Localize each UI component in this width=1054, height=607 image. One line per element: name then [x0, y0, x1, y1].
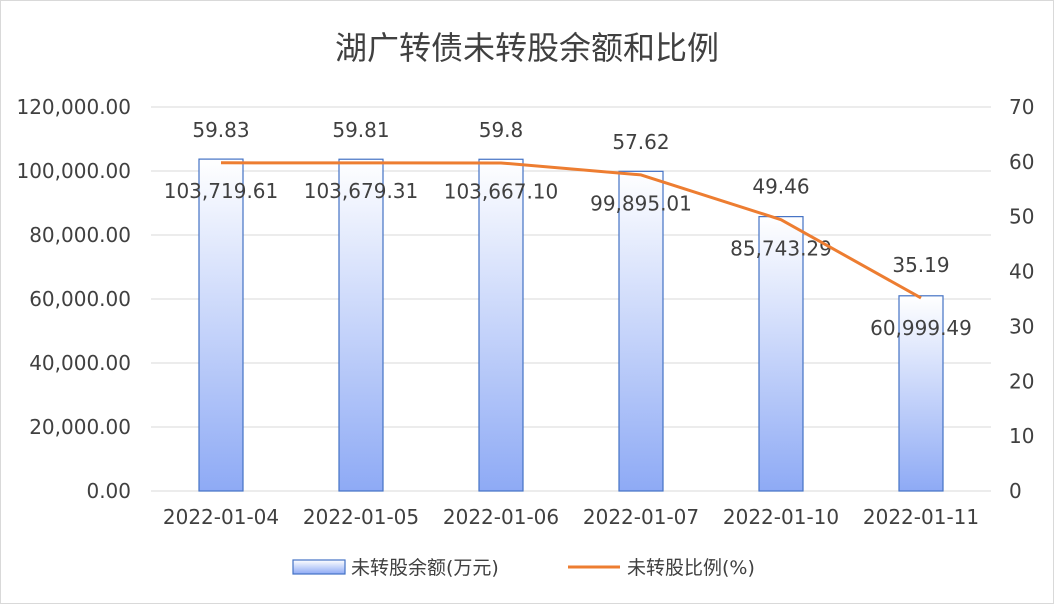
bar-data-label: 103,667.10: [444, 179, 559, 203]
line-data-label: 49.46: [752, 175, 809, 199]
line-data-label: 57.62: [612, 130, 669, 154]
right-axis-tick-label: 30: [1009, 314, 1034, 338]
chart-title: 湖广转债未转股余额和比例: [335, 29, 719, 67]
bar: [618, 170, 664, 492]
line-data-label: 59.81: [332, 118, 389, 142]
left-axis-tick-label: 80,000.00: [29, 223, 131, 247]
x-axis-tick-label: 2022-01-04: [163, 505, 279, 529]
line-data-label: 35.19: [892, 253, 949, 277]
bar: [198, 158, 244, 492]
bar-data-label: 99,895.01: [590, 191, 692, 215]
right-axis-tick-label: 20: [1009, 369, 1034, 393]
right-axis: 0 10 20 30 40 50 60 70: [1009, 95, 1034, 503]
right-axis-tick-label: 0: [1009, 479, 1022, 503]
x-axis-tick-label: 2022-01-10: [723, 505, 839, 529]
bar: [478, 158, 524, 492]
series-line: [220, 161, 922, 300]
left-axis-tick-label: 0.00: [86, 479, 131, 503]
right-axis-tick-label: 40: [1009, 260, 1034, 284]
bar: [338, 158, 384, 492]
x-axis-tick-label: 2022-01-05: [303, 505, 419, 529]
bar-data-label: 85,743.29: [730, 237, 832, 261]
bar: [898, 295, 944, 492]
line-series: 59.83 59.81 59.8 57.62 49.46 35.19: [192, 118, 950, 300]
right-axis-tick-label: 60: [1009, 150, 1034, 174]
x-axis-tick-label: 2022-01-06: [443, 505, 559, 529]
left-axis-tick-label: 20,000.00: [29, 415, 131, 439]
right-axis-tick-label: 10: [1009, 424, 1034, 448]
legend-line-label: 未转股比例(%): [627, 557, 755, 579]
left-axis-tick-label: 60,000.00: [29, 287, 131, 311]
left-axis-tick-label: 40,000.00: [29, 351, 131, 375]
left-axis-tick-label: 100,000.00: [16, 159, 131, 183]
x-axis-tick-label: 2022-01-11: [863, 505, 979, 529]
bar-data-label: 60,999.49: [870, 316, 972, 340]
bar-data-label: 103,719.61: [164, 179, 279, 203]
x-axis: 2022-01-04 2022-01-05 2022-01-06 2022-01-07…: [163, 505, 979, 529]
bar-data-label: 103,679.31: [304, 179, 419, 203]
bar-series: 103,719.61 103,679.31 103,667.10 99,895.01 8…: [164, 158, 972, 492]
line-data-label: 59.83: [192, 118, 249, 142]
legend: 未转股余额(万元) 未转股比例(%): [292, 557, 755, 579]
left-axis: 0.00 20,000.00 40,000.00 60,000.00 80,000.00…: [16, 95, 131, 503]
bar: [758, 216, 804, 492]
legend-bar-label: 未转股余额(万元): [351, 557, 499, 579]
right-axis-tick-label: 70: [1009, 95, 1034, 119]
x-axis-tick-label: 2022-01-07: [583, 505, 699, 529]
left-axis-tick-label: 120,000.00: [16, 95, 131, 119]
right-axis-tick-label: 50: [1009, 205, 1034, 229]
legend-bar-swatch: [292, 559, 346, 575]
line-data-label: 59.8: [479, 118, 524, 142]
gridlines: [151, 106, 991, 492]
